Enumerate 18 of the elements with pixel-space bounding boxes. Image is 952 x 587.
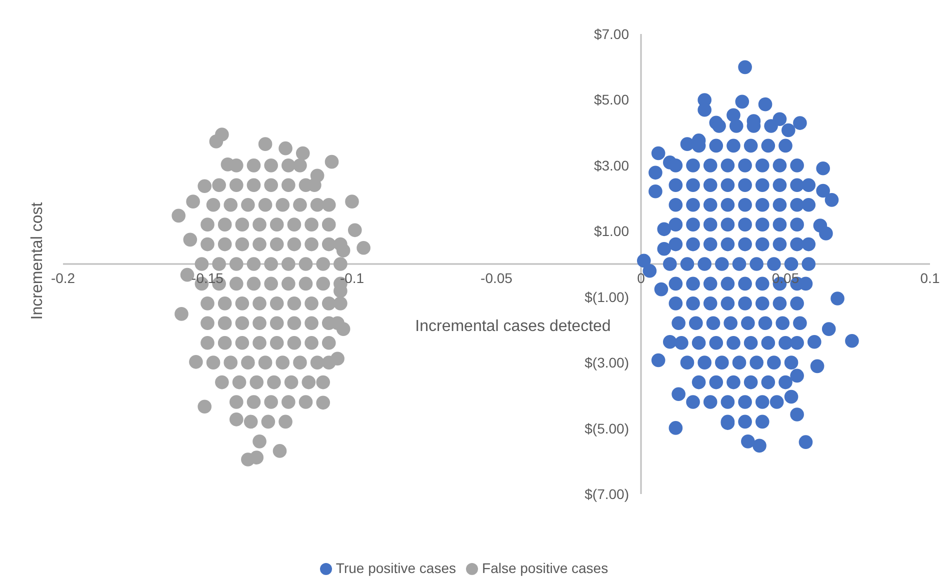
y-tick-label: $7.00 bbox=[594, 26, 630, 42]
y-tick-label: $3.00 bbox=[594, 157, 630, 174]
x-tick-label: -0.05 bbox=[480, 270, 513, 286]
y-tick-label: $(7.00) bbox=[584, 486, 629, 502]
y-axis-title: Incremental cost bbox=[28, 201, 47, 322]
y-tick-label: $(3.00) bbox=[584, 354, 629, 371]
x-tick-label: -0.1 bbox=[340, 270, 364, 286]
x-tick-label: -0.2 bbox=[50, 270, 76, 286]
y-tick-label: $5.00 bbox=[594, 92, 630, 108]
x-tick-label: -0.15 bbox=[192, 270, 224, 286]
legend-label: False positive cases bbox=[482, 560, 608, 576]
y-tick-label: $(5.00) bbox=[584, 420, 629, 436]
legend-label: True positive cases bbox=[336, 560, 456, 576]
x-axis-title: Incremental cases detected bbox=[414, 317, 612, 337]
y-tick-label: $1.00 bbox=[594, 223, 630, 240]
x-tick-label: 0 bbox=[637, 270, 646, 286]
y-tick-label: $(1.00) bbox=[584, 288, 629, 305]
x-tick-label: 0.1 bbox=[920, 270, 940, 286]
